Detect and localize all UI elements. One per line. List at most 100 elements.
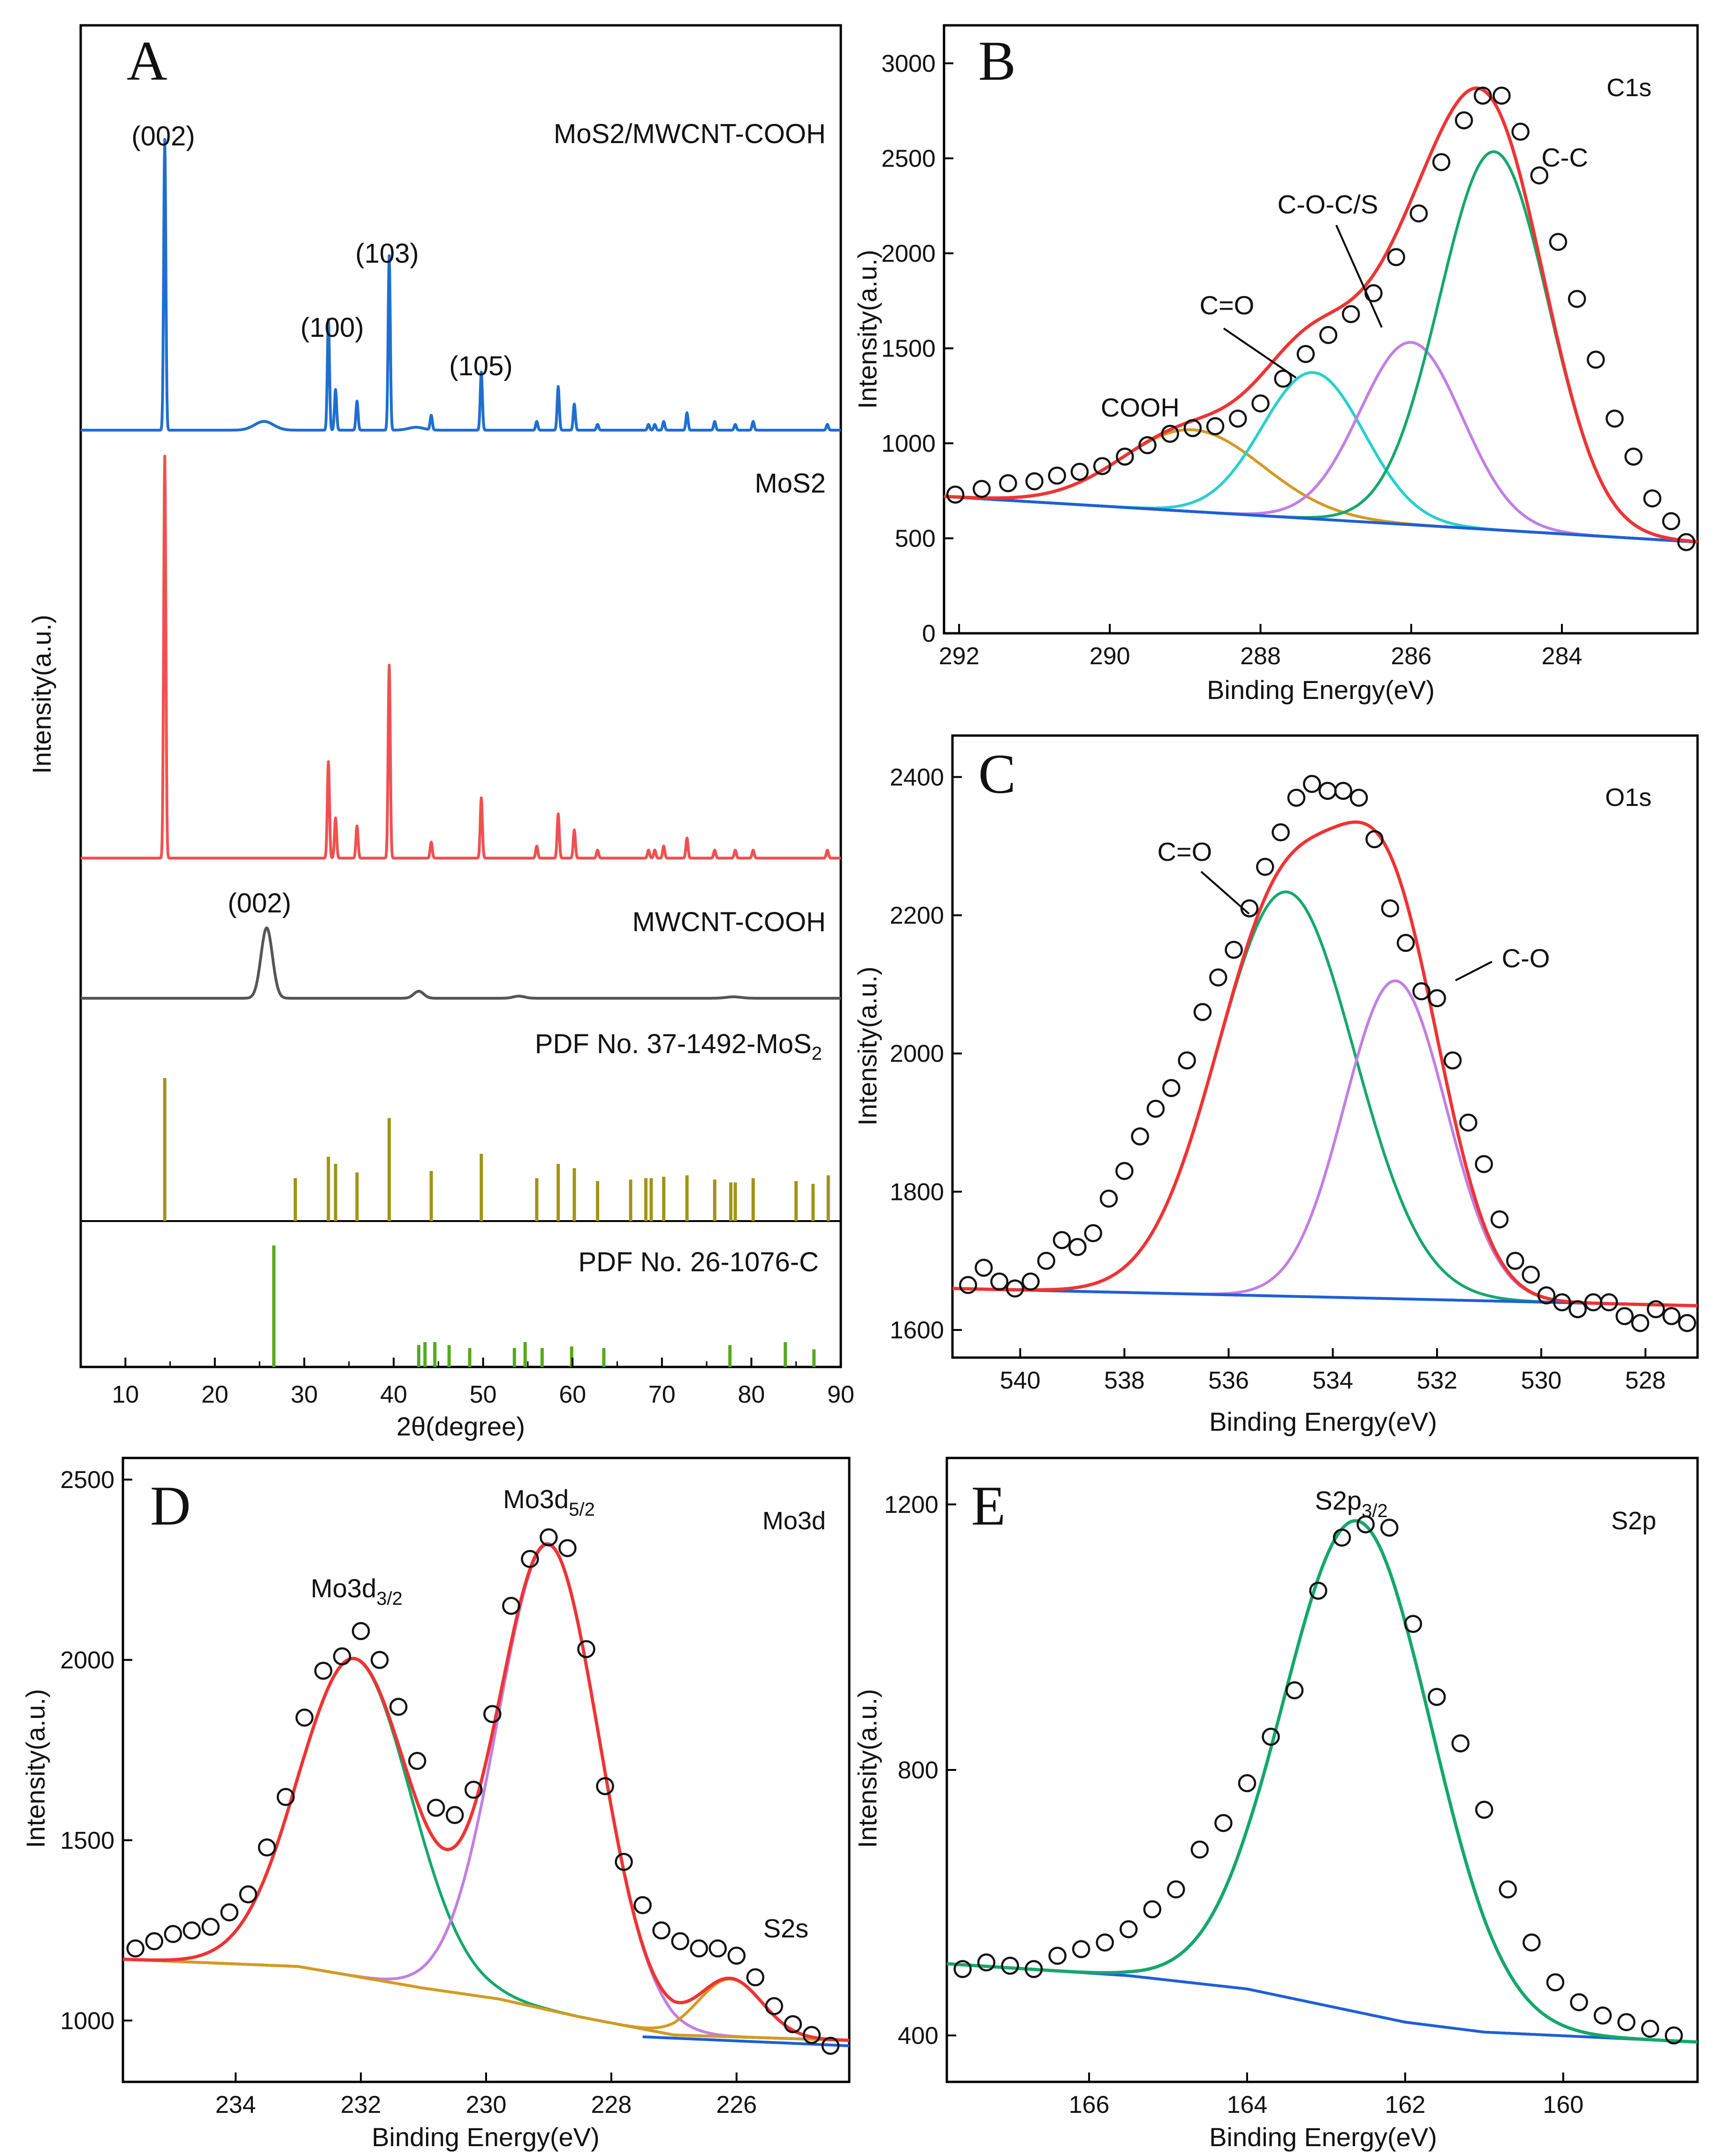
- data-point: [1599, 1293, 1618, 1312]
- data-point: [370, 1651, 389, 1669]
- data-point: [1225, 941, 1243, 959]
- panel-a: A 10 20 30 40 50 60 70 80 90 MoS2/MWCNT-COOH MoS…: [27, 24, 854, 1441]
- y-tick-label: 2200: [890, 902, 944, 929]
- x-tick-label: 232: [341, 2091, 381, 2118]
- data-point: [802, 2026, 821, 2044]
- x-tick-label: 292: [939, 643, 980, 670]
- x-tick-label: 530: [1521, 1367, 1561, 1394]
- y-tick-label: 0: [922, 620, 936, 647]
- data-point: [1093, 457, 1112, 475]
- x-tick-label: 538: [1104, 1367, 1145, 1394]
- x-tick-label: 528: [1625, 1367, 1666, 1394]
- data-point: [1037, 1252, 1056, 1270]
- data-point: [1214, 1814, 1233, 1832]
- data-point: [1138, 436, 1157, 455]
- data-point: [1586, 350, 1605, 369]
- data-point: [1333, 1528, 1351, 1547]
- y-tick-label: 2000: [881, 240, 936, 267]
- data-point: [258, 1838, 276, 1857]
- data-point: [1474, 86, 1492, 105]
- data-point: [1511, 122, 1530, 141]
- data-point: [1404, 1615, 1422, 1633]
- peak-label-103: (103): [355, 238, 419, 269]
- data-point: [1506, 1252, 1524, 1270]
- x-tick-label: 160: [1543, 2091, 1584, 2118]
- y-tick-label: 2500: [881, 145, 936, 173]
- data-point: [1206, 417, 1225, 435]
- data-point: [1428, 989, 1447, 1008]
- peak-label-cooh: COOH: [1101, 393, 1180, 422]
- data-point: [746, 1968, 765, 1987]
- panel-b-ylabel: Intensity(a.u.): [853, 250, 882, 409]
- data-point: [1396, 934, 1415, 952]
- peak-label-100: (100): [300, 312, 364, 343]
- pointer-c-o-single: [1455, 961, 1493, 981]
- data-point: [1287, 789, 1306, 807]
- data-point: [276, 1788, 295, 1806]
- data-point: [1116, 448, 1134, 466]
- data-point: [1553, 1293, 1571, 1312]
- peak-label-c-o-double: C=O: [1157, 837, 1212, 866]
- data-point: [1238, 1774, 1256, 1792]
- panel-e-letter: E: [971, 1474, 1005, 1537]
- data-point: [959, 1276, 977, 1294]
- data-point: [1161, 425, 1180, 443]
- peak-label-002-top: (002): [131, 121, 195, 152]
- panel-d: 234 232 230 228 226 1000 1500 2000 2500 D Mo3d M…: [21, 1457, 851, 2152]
- data-point: [1349, 789, 1368, 807]
- x-tick-label: 532: [1416, 1367, 1457, 1394]
- panel-a-frame: [79, 24, 842, 1368]
- x-tick-label: 228: [591, 2091, 632, 2118]
- y-tick-label: 800: [898, 1757, 938, 1784]
- data-point: [1084, 1224, 1103, 1243]
- panel-c-title: O1s: [1605, 783, 1652, 812]
- x-tick-label: 290: [1089, 643, 1130, 670]
- data-point: [1209, 968, 1227, 987]
- pointer-c-o-double: [1200, 871, 1250, 915]
- data-point: [596, 1777, 614, 1795]
- data-point: [314, 1662, 333, 1680]
- x-tick-label: 540: [1000, 1367, 1041, 1394]
- data-point: [973, 479, 991, 498]
- data-point: [1568, 289, 1586, 308]
- peak-label-mo3d52: Mo3d5/2: [503, 1484, 595, 1520]
- data-point: [671, 1932, 689, 1951]
- data-point: [1048, 466, 1066, 485]
- x-tick-label: 40: [380, 1381, 407, 1408]
- x-tick-label: 30: [291, 1381, 318, 1408]
- data-point: [1070, 463, 1089, 481]
- data-point: [1662, 1307, 1681, 1325]
- data-point: [1459, 1113, 1477, 1132]
- data-point: [333, 1647, 351, 1666]
- panel-d-letter: D: [150, 1474, 191, 1537]
- peak-label-c-o-single: C-O: [1502, 943, 1550, 973]
- data-point: [1615, 1307, 1634, 1325]
- data-point: [1570, 1993, 1588, 2012]
- data-point: [1319, 326, 1338, 344]
- data-point: [999, 474, 1017, 493]
- y-tick-label: 1500: [881, 335, 936, 363]
- data-point: [558, 1539, 577, 1557]
- data-point: [1631, 1314, 1650, 1332]
- data-point: [183, 1921, 201, 1940]
- data-point: [1499, 1880, 1517, 1898]
- y-tick-label: 2000: [60, 1647, 114, 1674]
- data-point: [1409, 204, 1428, 223]
- data-point: [1624, 448, 1643, 466]
- series-label-mos2: MoS2: [754, 468, 826, 499]
- data-point: [1068, 1238, 1087, 1256]
- data-point: [239, 1885, 258, 1904]
- data-point: [1048, 1946, 1067, 1965]
- data-point: [1356, 1515, 1375, 1533]
- data-point: [1341, 305, 1360, 323]
- pointer-c-o: [1223, 327, 1297, 379]
- xrd-series-line: [80, 455, 842, 860]
- data-point: [727, 1946, 746, 1965]
- x-tick-label: 284: [1542, 643, 1583, 670]
- data-point: [1646, 1300, 1665, 1319]
- x-tick-label: 230: [466, 2091, 507, 2118]
- panel-c: 540 538 536 534 532 530 528 1600 1800 2000 2200 240…: [853, 734, 1699, 1436]
- data-point: [1549, 233, 1568, 251]
- data-point: [1296, 345, 1315, 363]
- y-tick-label: 3000: [881, 50, 936, 77]
